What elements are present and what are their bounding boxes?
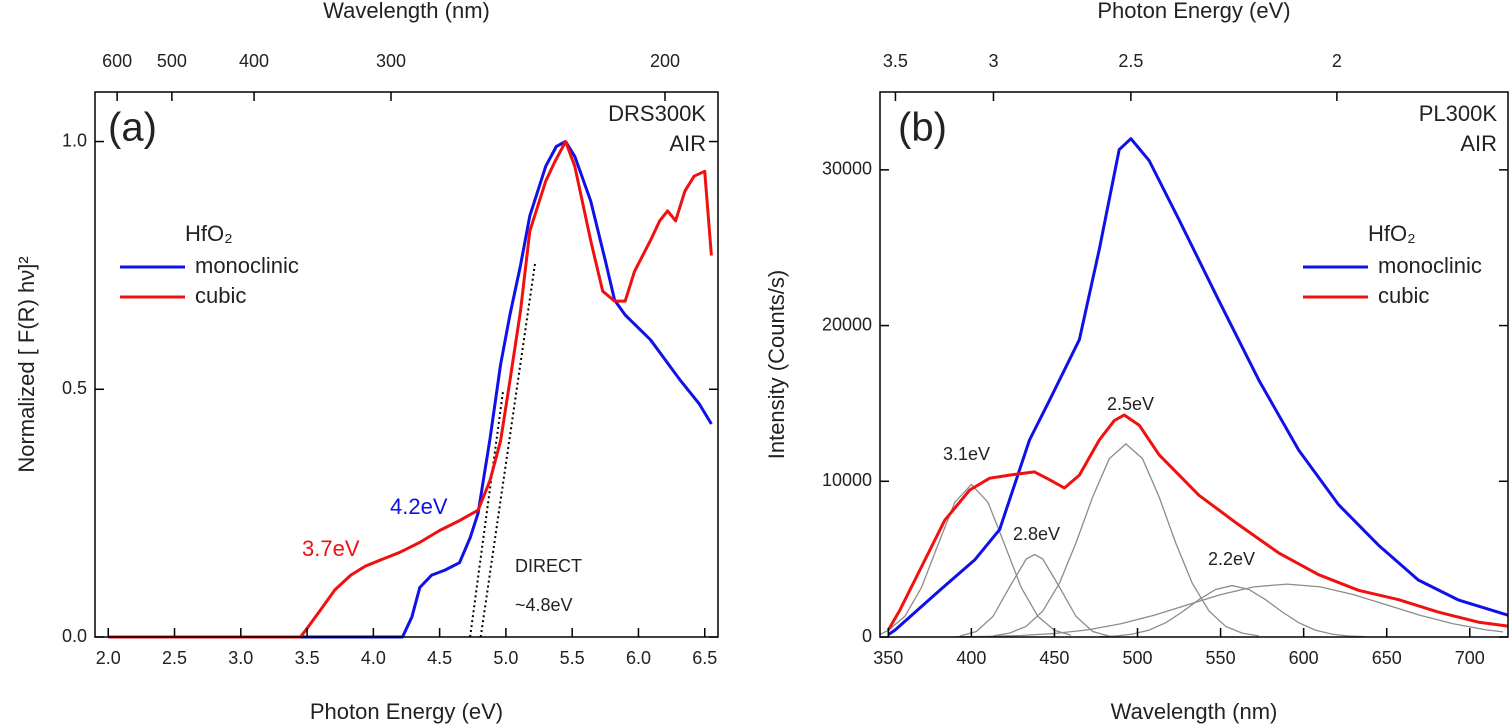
y-tick-label: 10000 (822, 470, 872, 490)
plot-frame (94, 91, 719, 638)
x2-tick-label: 2.5 (1118, 51, 1143, 71)
annotation: 4.2eV (390, 494, 448, 519)
annotation: 3.7eV (302, 536, 360, 561)
x-tick-label: 6.0 (626, 648, 651, 668)
data-line (108, 140, 713, 639)
component-line (954, 583, 1504, 638)
annotation: DIRECT (515, 556, 582, 576)
panel-label: (a) (108, 106, 157, 150)
x-tick-label: 350 (873, 648, 903, 668)
x-tick-label: 700 (1455, 648, 1485, 668)
x-tick-label: 2.0 (96, 648, 121, 668)
annotation: 3.1eV (943, 444, 990, 464)
annotation: 2.2eV (1208, 549, 1255, 569)
x-tick-label: 450 (1039, 648, 1069, 668)
x-tick-label: 2.5 (162, 648, 187, 668)
x-tick-label: 4.5 (427, 648, 452, 668)
x2-tick-label: 400 (239, 51, 269, 71)
x-tick-label: 600 (1289, 648, 1319, 668)
x-tick-label: 650 (1372, 648, 1402, 668)
x2-tick-label: 3.5 (883, 51, 908, 71)
y-tick-label: 1.0 (62, 130, 87, 150)
legend-label: monoclinic (195, 253, 299, 278)
y-tick-label: 20000 (822, 314, 872, 334)
y-tick-label: 0 (862, 626, 872, 646)
x2-tick-label: 200 (650, 51, 680, 71)
x2-tick-label: 2 (1332, 51, 1342, 71)
legend-label: monoclinic (1378, 253, 1482, 278)
legend-title: HfO₂ (1368, 221, 1416, 246)
x-tick-label: 550 (1206, 648, 1236, 668)
annotation: AIR (669, 131, 706, 156)
annotation: PL300K (1419, 101, 1498, 126)
y-tick-label: 30000 (822, 159, 872, 179)
x2-tick-label: 3 (988, 51, 998, 71)
data-line (108, 140, 713, 639)
component-line (992, 443, 1259, 637)
x-axis-title: Photon Energy (eV) (310, 699, 503, 724)
y-tick-label: 0.5 (62, 378, 87, 398)
legend-title: HfO₂ (185, 221, 233, 246)
annotation: 2.8eV (1013, 524, 1060, 544)
x-tick-label: 400 (956, 648, 986, 668)
annotation: AIR (1460, 131, 1497, 156)
x-axis-title: Wavelength (nm) (1111, 699, 1278, 724)
x-tick-label: 3.0 (228, 648, 253, 668)
x-tick-label: 3.5 (295, 648, 320, 668)
annotation: ~4.8eV (515, 595, 573, 615)
legend-label: cubic (1378, 283, 1429, 308)
annotation: 2.5eV (1107, 394, 1154, 414)
x-tick-label: 6.5 (692, 648, 717, 668)
tangent-line (469, 389, 505, 638)
y-tick-label: 0.0 (62, 626, 87, 646)
x2-tick-label: 600 (102, 51, 132, 71)
x-tick-label: 500 (1122, 648, 1152, 668)
legend-label: cubic (195, 283, 246, 308)
x2-axis-title: Wavelength (nm) (323, 0, 490, 23)
tangent-line (479, 262, 537, 638)
x-tick-label: 5.0 (493, 648, 518, 668)
plot-frame (879, 91, 1509, 638)
y-axis-title: Normalized [ F(R) hν]² (14, 256, 39, 472)
x2-tick-label: 300 (376, 51, 406, 71)
annotation: DRS300K (608, 101, 706, 126)
component-line (959, 553, 1110, 637)
data-line (887, 413, 1509, 631)
x-tick-label: 4.0 (361, 648, 386, 668)
x-tick-label: 5.5 (560, 648, 585, 668)
component-line (1099, 584, 1366, 638)
data-line (887, 137, 1509, 636)
y-axis-title: Intensity (Counts/s) (764, 270, 789, 460)
panel-label: (b) (898, 106, 947, 150)
x2-tick-label: 500 (157, 51, 187, 71)
x2-axis-title: Photon Energy (eV) (1097, 0, 1290, 23)
